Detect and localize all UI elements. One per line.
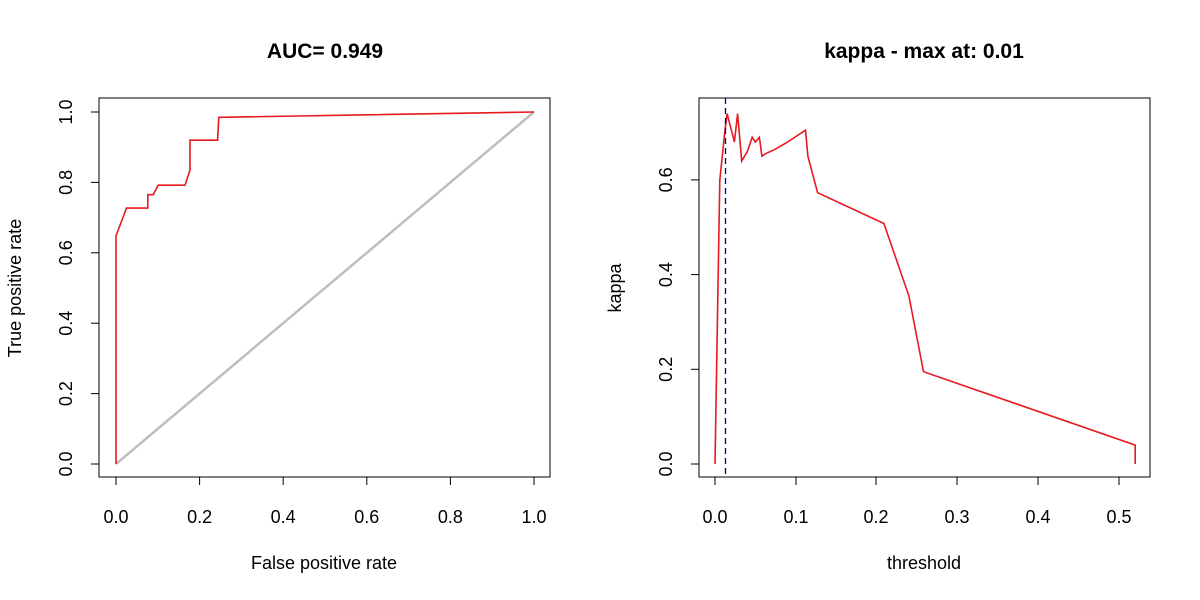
roc-panel: AUC= 0.949 0.0 0.2 0.4 0.6 0.8 1.0 — [5, 40, 551, 573]
roc-x-axis-title: False positive rate — [251, 553, 397, 573]
kappa-y-axis — [691, 179, 700, 465]
kappa-y-tick-label: 0.6 — [656, 167, 676, 192]
kappa-curve-line — [714, 113, 1136, 465]
kappa-y-tick-label: 0.4 — [656, 262, 676, 287]
kappa-plot-frame — [698, 97, 1151, 478]
roc-x-tick-label: 0.6 — [354, 507, 379, 527]
roc-x-tick-label: 1.0 — [521, 507, 546, 527]
kappa-x-tick-label: 0.3 — [944, 507, 969, 527]
roc-curve-line — [115, 111, 535, 464]
roc-y-tick-label: 0.8 — [56, 170, 76, 195]
roc-x-tick-label: 0.2 — [187, 507, 212, 527]
kappa-y-tick-labels: 0.0 0.2 0.4 0.6 — [656, 167, 676, 476]
roc-chance-line — [115, 111, 535, 465]
roc-x-tick-label: 0.0 — [103, 507, 128, 527]
kappa-y-tick-label: 0.2 — [656, 357, 676, 382]
roc-x-tick-label: 0.8 — [438, 507, 463, 527]
roc-y-tick-label: 1.0 — [56, 99, 76, 124]
roc-y-axis — [91, 111, 100, 465]
kappa-title: kappa - max at: 0.01 — [824, 40, 1024, 63]
kappa-y-tick-label: 0.0 — [656, 451, 676, 476]
kappa-panel: kappa - max at: 0.01 0.0 0.1 0.2 0.3 0.4… — [605, 40, 1151, 573]
kappa-x-tick-label: 0.2 — [863, 507, 888, 527]
roc-y-axis-title: True positive rate — [5, 219, 25, 357]
roc-x-axis — [115, 476, 535, 485]
roc-title: AUC= 0.949 — [267, 40, 383, 63]
roc-y-tick-label: 0.4 — [56, 311, 76, 336]
kappa-x-tick-label: 0.0 — [702, 507, 727, 527]
kappa-x-tick-label: 0.1 — [783, 507, 808, 527]
roc-y-tick-label: 0.2 — [56, 381, 76, 406]
roc-y-tick-label: 0.6 — [56, 240, 76, 265]
roc-y-tick-labels: 0.0 0.2 0.4 0.6 0.8 1.0 — [56, 99, 76, 476]
roc-x-tick-label: 0.4 — [271, 507, 296, 527]
kappa-x-axis-title: threshold — [887, 553, 961, 573]
kappa-x-axis — [714, 476, 1120, 485]
kappa-x-tick-labels: 0.0 0.1 0.2 0.3 0.4 0.5 — [702, 507, 1131, 527]
kappa-x-tick-label: 0.5 — [1106, 507, 1131, 527]
roc-y-tick-label: 0.0 — [56, 451, 76, 476]
kappa-x-tick-label: 0.4 — [1025, 507, 1050, 527]
kappa-y-axis-title: kappa — [605, 262, 625, 312]
roc-x-tick-labels: 0.0 0.2 0.4 0.6 0.8 1.0 — [103, 507, 546, 527]
